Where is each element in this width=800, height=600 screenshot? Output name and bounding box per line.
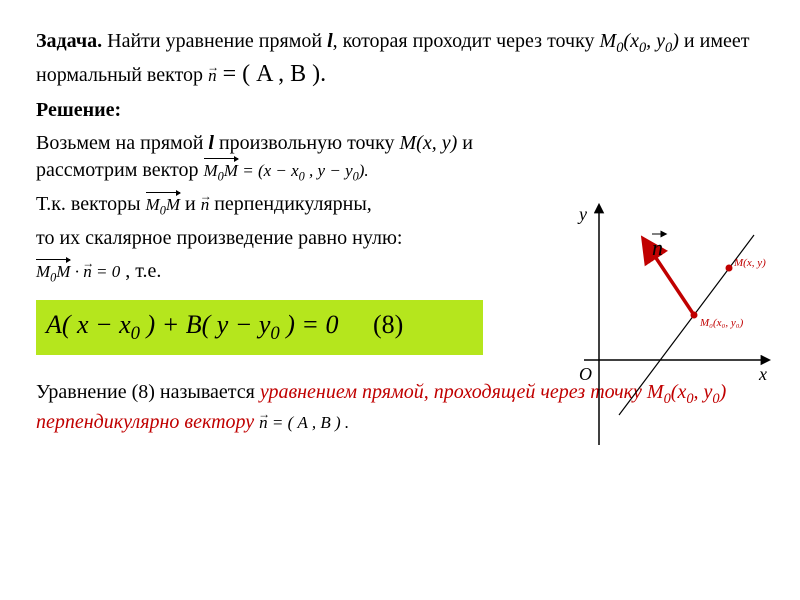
task-body-2: , которая проходит через точку [333,30,600,52]
m0m-vector-2: M0M [146,194,180,219]
m0m-vector: M0M [204,160,238,185]
n-label: n [652,235,663,260]
equation-box: A( x − x0 ) + B( y − y0 ) = 0 (8) [36,300,483,355]
solution-line-1: Возьмем на прямой l произвольную точку M… [36,130,536,185]
m0m-vector-3: M0M [36,261,70,286]
equation-number: (8) [373,310,403,339]
task-label: Задача. [36,30,102,52]
n-vector: →n [208,65,217,88]
origin-label: O [579,364,592,384]
n-vector-2: →n [201,194,210,217]
y-axis-label: y [577,204,587,224]
solution-line-3: то их скалярное произведение равно нулю: [36,225,506,252]
coordinate-diagram: y x O n M(x, y) M₀(x₀, y₀) [544,200,774,450]
point-m0 [691,312,698,319]
n-eq-ab: = ( A , B ). [217,66,327,85]
m-point-label: M(x, y) [733,257,766,269]
solution-label: Решение: [36,97,764,124]
m0-point-label: M₀(x₀, y₀) [699,317,744,329]
x-axis-label: x [758,364,767,384]
task-body-1: Найти уравнение прямой [107,30,327,52]
task-m0: M0(x0, y0) [600,30,679,52]
solution-line-2: Т.к. векторы M0M и →n перпендикулярны, [36,191,506,219]
point-m [726,265,733,272]
task-statement: Задача. Найти уравнение прямой l, котора… [36,28,764,91]
